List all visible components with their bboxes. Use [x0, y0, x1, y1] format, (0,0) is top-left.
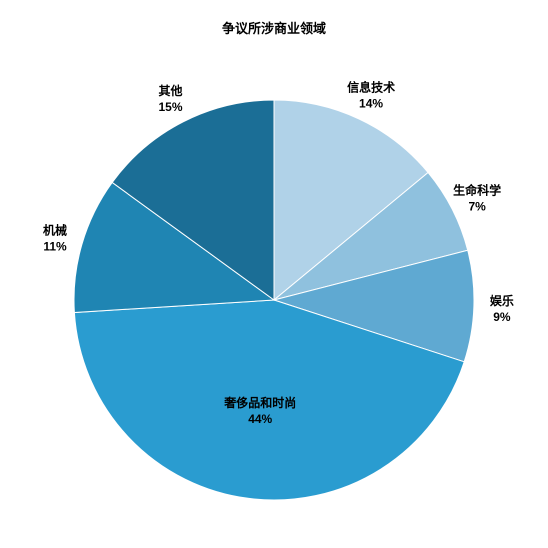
pie-chart-container: 争议所涉商业领域 信息技术14%生命科学7%娱乐9%奢侈品和时尚44%机械11%… — [0, 0, 548, 548]
slice-name-label: 信息技术 — [347, 80, 395, 95]
slice-pct-label: 44% — [248, 412, 272, 426]
slice-pct-label: 11% — [43, 239, 67, 253]
slice-name-label: 其他 — [158, 83, 182, 98]
slice-name-label: 机械 — [43, 222, 67, 237]
slice-name-label: 娱乐 — [490, 293, 514, 308]
slice-name-label: 生命科学 — [453, 182, 501, 197]
slice-pct-label: 15% — [158, 100, 182, 114]
pie-slices — [74, 100, 474, 500]
slice-pct-label: 7% — [468, 199, 486, 213]
slice-name-label: 奢侈品和时尚 — [223, 395, 296, 410]
pie-chart-svg: 信息技术 14% 生命科学 7% 娱乐 9% 奢侈品和时尚 44% 机械 11% 其他 15% — [0, 0, 548, 548]
slice-pct-label: 9% — [493, 310, 511, 324]
slice-pct-label: 14% — [359, 97, 383, 111]
